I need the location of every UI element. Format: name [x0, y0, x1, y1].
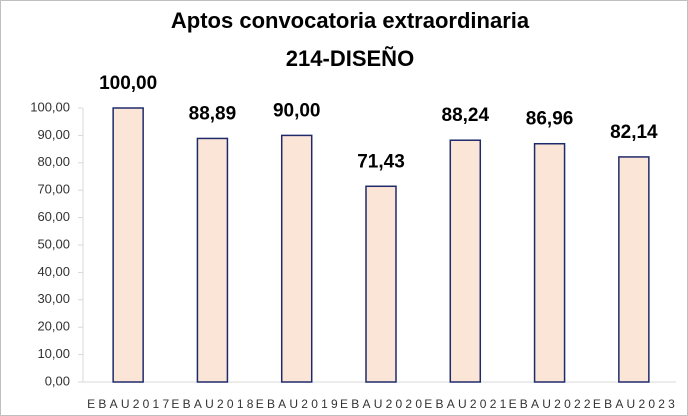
y-tick-label: 20,00 — [37, 319, 70, 334]
x-tick-label: EBAU2019 — [256, 397, 338, 411]
bar — [533, 142, 566, 383]
y-tick-label: 0,00 — [45, 373, 70, 388]
y-tick-label: 10,00 — [37, 346, 70, 361]
value-label: 71,43 — [357, 151, 405, 172]
y-tick-label: 60,00 — [37, 209, 70, 224]
value-label: 88,24 — [442, 105, 490, 126]
x-tick-label: EBAU2023 — [593, 397, 675, 411]
x-tick-label: EBAU2020 — [340, 397, 422, 411]
x-tick-label: EBAU2017 — [87, 397, 169, 411]
chart-subtitle: 214-DISEÑO — [286, 46, 414, 71]
bar — [449, 139, 482, 383]
y-tick-label: 80,00 — [37, 154, 70, 169]
value-label: 82,14 — [610, 122, 658, 143]
y-tick-label: 100,00 — [30, 99, 70, 114]
chart-title: Aptos convocatoria extraordinaria — [171, 8, 530, 33]
y-tick-label: 70,00 — [37, 182, 70, 197]
value-label: 90,00 — [273, 100, 321, 121]
y-tick-label: 90,00 — [37, 127, 70, 142]
y-tick-label: 30,00 — [37, 291, 70, 306]
y-tick-label: 50,00 — [37, 236, 70, 251]
value-label: 100,00 — [99, 73, 157, 94]
y-tick-label: 40,00 — [37, 264, 70, 279]
x-tick-label: EBAU2018 — [171, 397, 253, 411]
bar — [365, 185, 397, 383]
x-tick-label: EBAU2022 — [509, 397, 591, 411]
x-tick-label: EBAU2021 — [424, 397, 506, 411]
bar — [196, 137, 229, 383]
bar — [618, 156, 650, 383]
bar — [112, 107, 144, 383]
value-label: 86,96 — [526, 109, 574, 130]
value-label: 88,89 — [189, 103, 237, 124]
bar — [280, 134, 313, 383]
